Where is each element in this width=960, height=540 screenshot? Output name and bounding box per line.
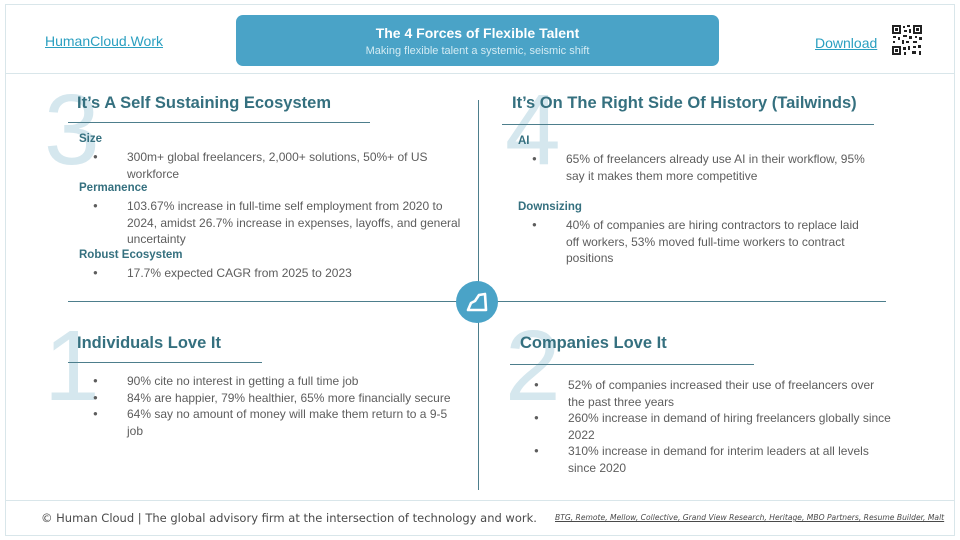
bullet-list-permanence: 103.67% increase in full-time self emplo…	[93, 198, 468, 248]
list-item: 260% increase in demand of hiring freela…	[534, 410, 894, 443]
bullet-list-companies: 52% of companies increased their use of …	[534, 377, 894, 476]
download-link[interactable]: Download	[815, 35, 878, 51]
quadrant-title-underline	[68, 122, 370, 123]
qr-code-icon[interactable]	[891, 24, 923, 56]
list-item: 310% increase in demand for interim lead…	[534, 443, 894, 476]
quadrant-number-1: 1	[44, 310, 100, 422]
quadrant-title-individuals: Individuals Love It	[77, 334, 221, 352]
footer-divider	[6, 500, 954, 501]
footer-sources-link[interactable]: BTG, Remote, Mellow, Collective, Grand V…	[555, 513, 945, 522]
list-item: 64% say no amount of money will make the…	[93, 406, 463, 439]
quadrant-title-tailwinds: It’s On The Right Side Of History (Tailw…	[512, 94, 857, 112]
bullet-list-size: 300m+ global freelancers, 2,000+ solutio…	[93, 149, 468, 182]
bullet-list-robust: 17.7% expected CAGR from 2025 to 2023	[93, 265, 468, 282]
list-item: 17.7% expected CAGR from 2025 to 2023	[93, 265, 468, 282]
quadrant-title-underline	[510, 364, 754, 365]
bullet-list-individuals: 90% cite no interest in getting a full t…	[93, 373, 463, 439]
quadrant-title-underline	[68, 362, 262, 363]
list-item: 300m+ global freelancers, 2,000+ solutio…	[93, 149, 468, 182]
footer-copyright: © Human Cloud | The global advisory firm…	[41, 511, 537, 525]
cloud-logo-icon	[456, 281, 498, 323]
subheading-downsizing: Downsizing	[518, 201, 582, 213]
quadrant-title-companies: Companies Love It	[520, 334, 667, 352]
list-item: 65% of freelancers already use AI in the…	[532, 151, 872, 184]
subheading-robust-ecosystem: Robust Ecosystem	[79, 249, 183, 261]
quadrant-number-3: 3	[44, 74, 100, 186]
bullet-list-ai: 65% of freelancers already use AI in the…	[532, 151, 872, 184]
bullet-list-downsizing: 40% of companies are hiring contractors …	[532, 217, 872, 267]
subheading-ai: AI	[518, 135, 530, 147]
list-item: 103.67% increase in full-time self emplo…	[93, 198, 468, 248]
page-subtitle: Making flexible talent a systemic, seism…	[365, 45, 590, 57]
humancloud-link[interactable]: HumanCloud.Work	[45, 33, 164, 49]
list-item: 40% of companies are hiring contractors …	[532, 217, 872, 267]
header-divider	[6, 73, 954, 74]
subheading-permanence: Permanence	[79, 182, 148, 194]
quadrant-title-underline	[502, 124, 874, 125]
list-item: 84% are happier, 79% healthier, 65% more…	[93, 390, 463, 407]
subheading-size: Size	[79, 133, 103, 145]
list-item: 52% of companies increased their use of …	[534, 377, 894, 410]
page-title: The 4 Forces of Flexible Talent	[375, 25, 580, 41]
title-banner: The 4 Forces of Flexible Talent Making f…	[236, 15, 719, 66]
quadrant-title-ecosystem: It’s A Self Sustaining Ecosystem	[77, 94, 331, 112]
list-item: 90% cite no interest in getting a full t…	[93, 373, 463, 390]
